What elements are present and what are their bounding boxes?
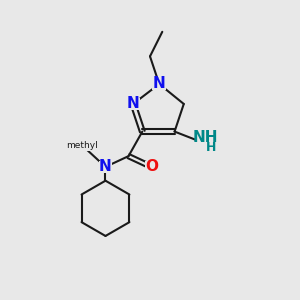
Text: N: N: [99, 159, 112, 174]
FancyBboxPatch shape: [152, 78, 166, 90]
FancyBboxPatch shape: [126, 98, 140, 110]
Text: methyl: methyl: [67, 141, 98, 150]
Text: O: O: [145, 159, 158, 174]
Text: NH: NH: [193, 130, 218, 145]
FancyBboxPatch shape: [99, 161, 112, 173]
FancyBboxPatch shape: [145, 161, 158, 173]
Text: N: N: [153, 76, 166, 92]
FancyBboxPatch shape: [195, 135, 214, 147]
FancyBboxPatch shape: [207, 143, 216, 153]
Text: N: N: [127, 96, 140, 111]
Text: H: H: [206, 141, 217, 154]
FancyBboxPatch shape: [71, 140, 94, 151]
